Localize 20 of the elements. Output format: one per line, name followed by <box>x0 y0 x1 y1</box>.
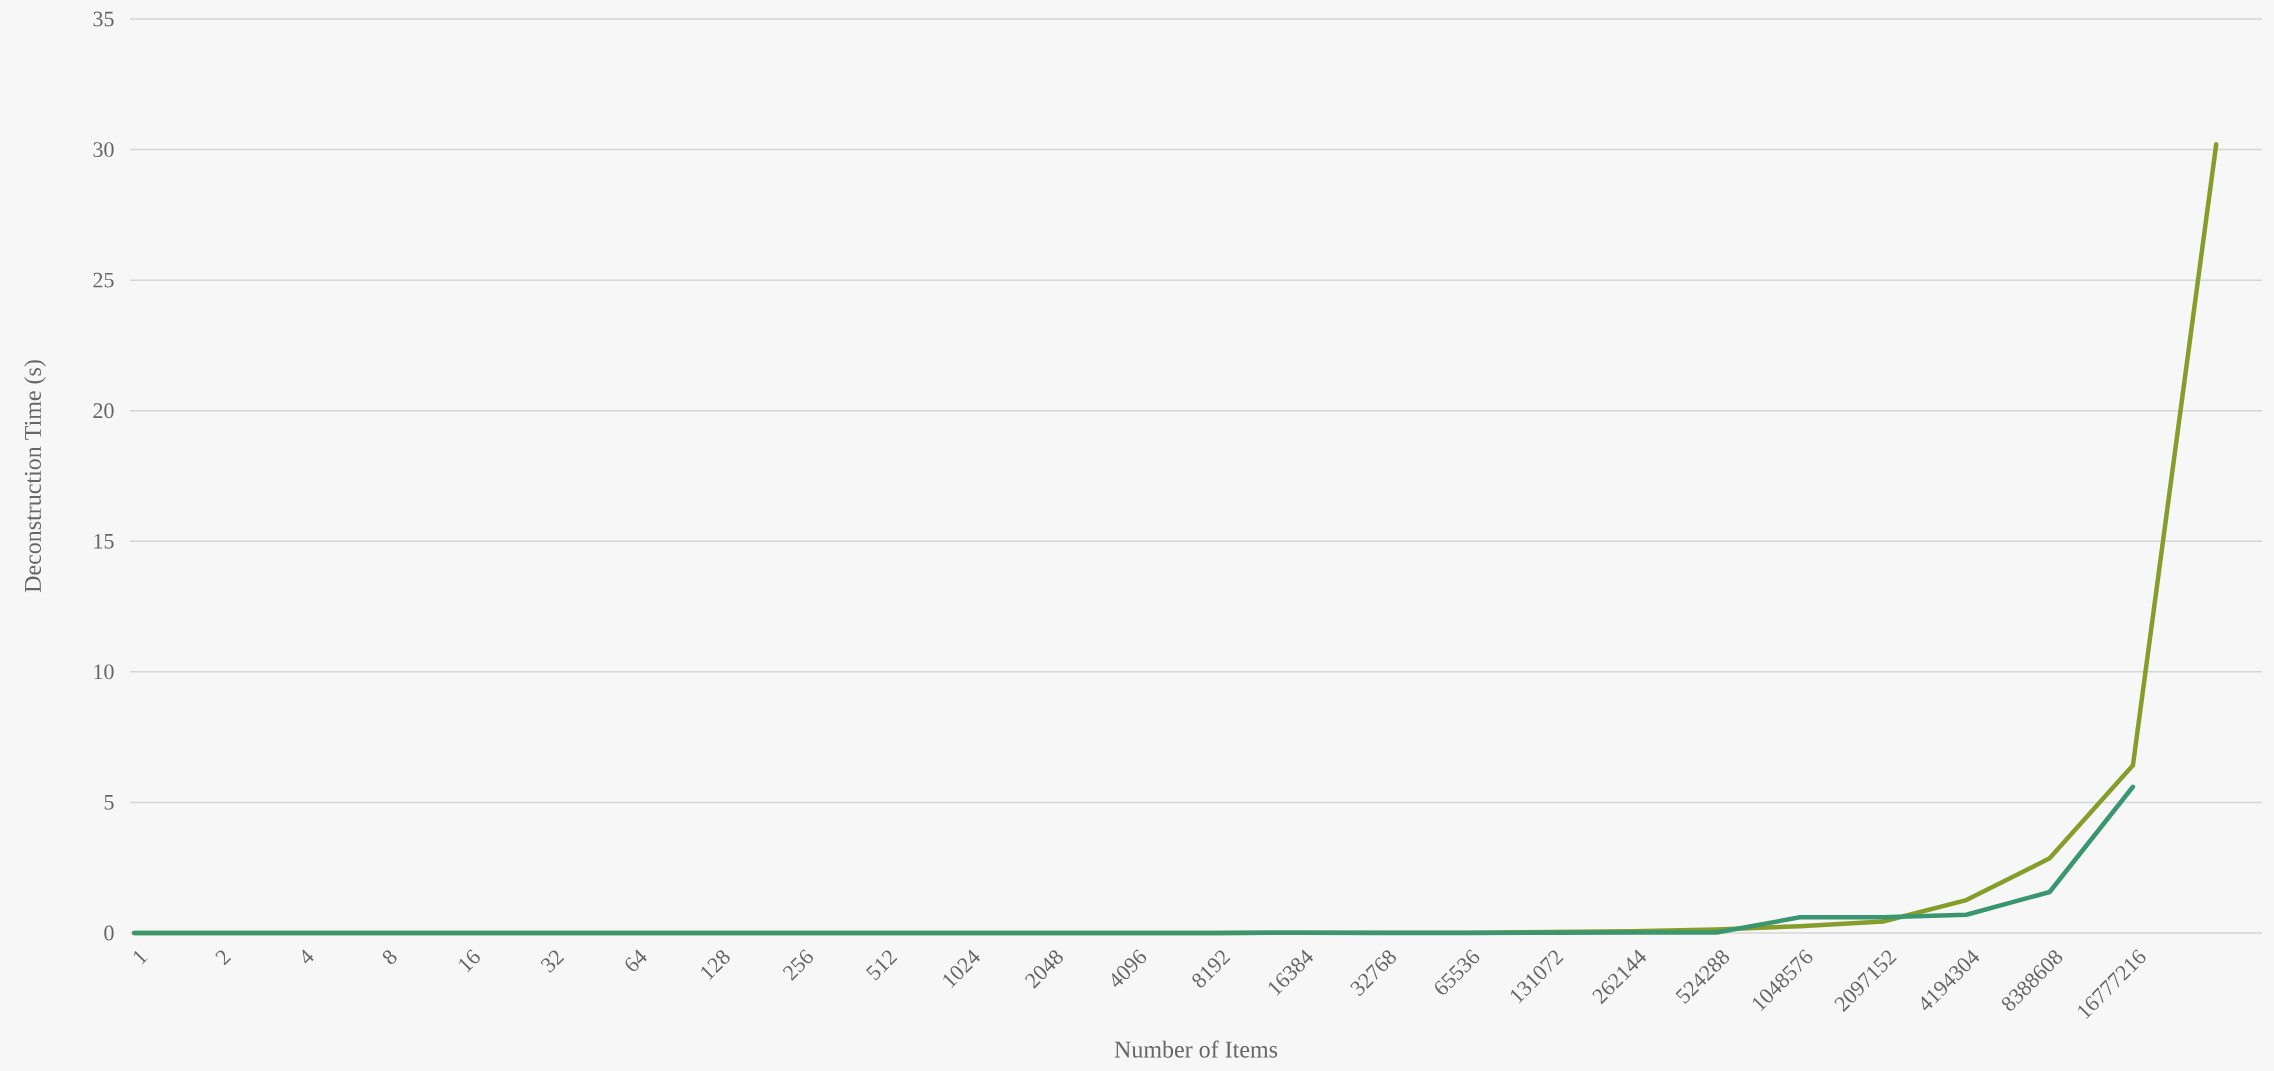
x-tick-label: 256 <box>782 949 813 981</box>
y-tick-label: 25 <box>93 272 114 288</box>
x-tick-label: 16 <box>459 949 480 973</box>
x-tick-label: 64 <box>625 949 647 972</box>
y-tick-label: 10 <box>94 664 114 680</box>
x-tick-label: 8 <box>382 950 397 965</box>
y-tick-label: 30 <box>93 142 114 157</box>
x-tick-label: 128 <box>701 950 730 981</box>
y-tick-label: 15 <box>94 533 114 549</box>
y-tick-label: 35 <box>93 11 114 27</box>
x-tick-label: 2 <box>215 950 232 966</box>
x-axis-title: Number of Items <box>1114 1040 1278 1058</box>
x-tick-label: 1 <box>133 950 148 965</box>
y-tick-label: 5 <box>104 795 114 810</box>
x-tick-label: 32 <box>540 950 565 973</box>
y-tick-label: 0 <box>104 925 114 941</box>
y-tick-label: 20 <box>93 403 114 419</box>
y-axis-title: Deconstruction Time (s) <box>24 360 46 593</box>
x-tick-label: 4 <box>302 949 314 964</box>
x-tick-label: 512 <box>865 950 898 981</box>
